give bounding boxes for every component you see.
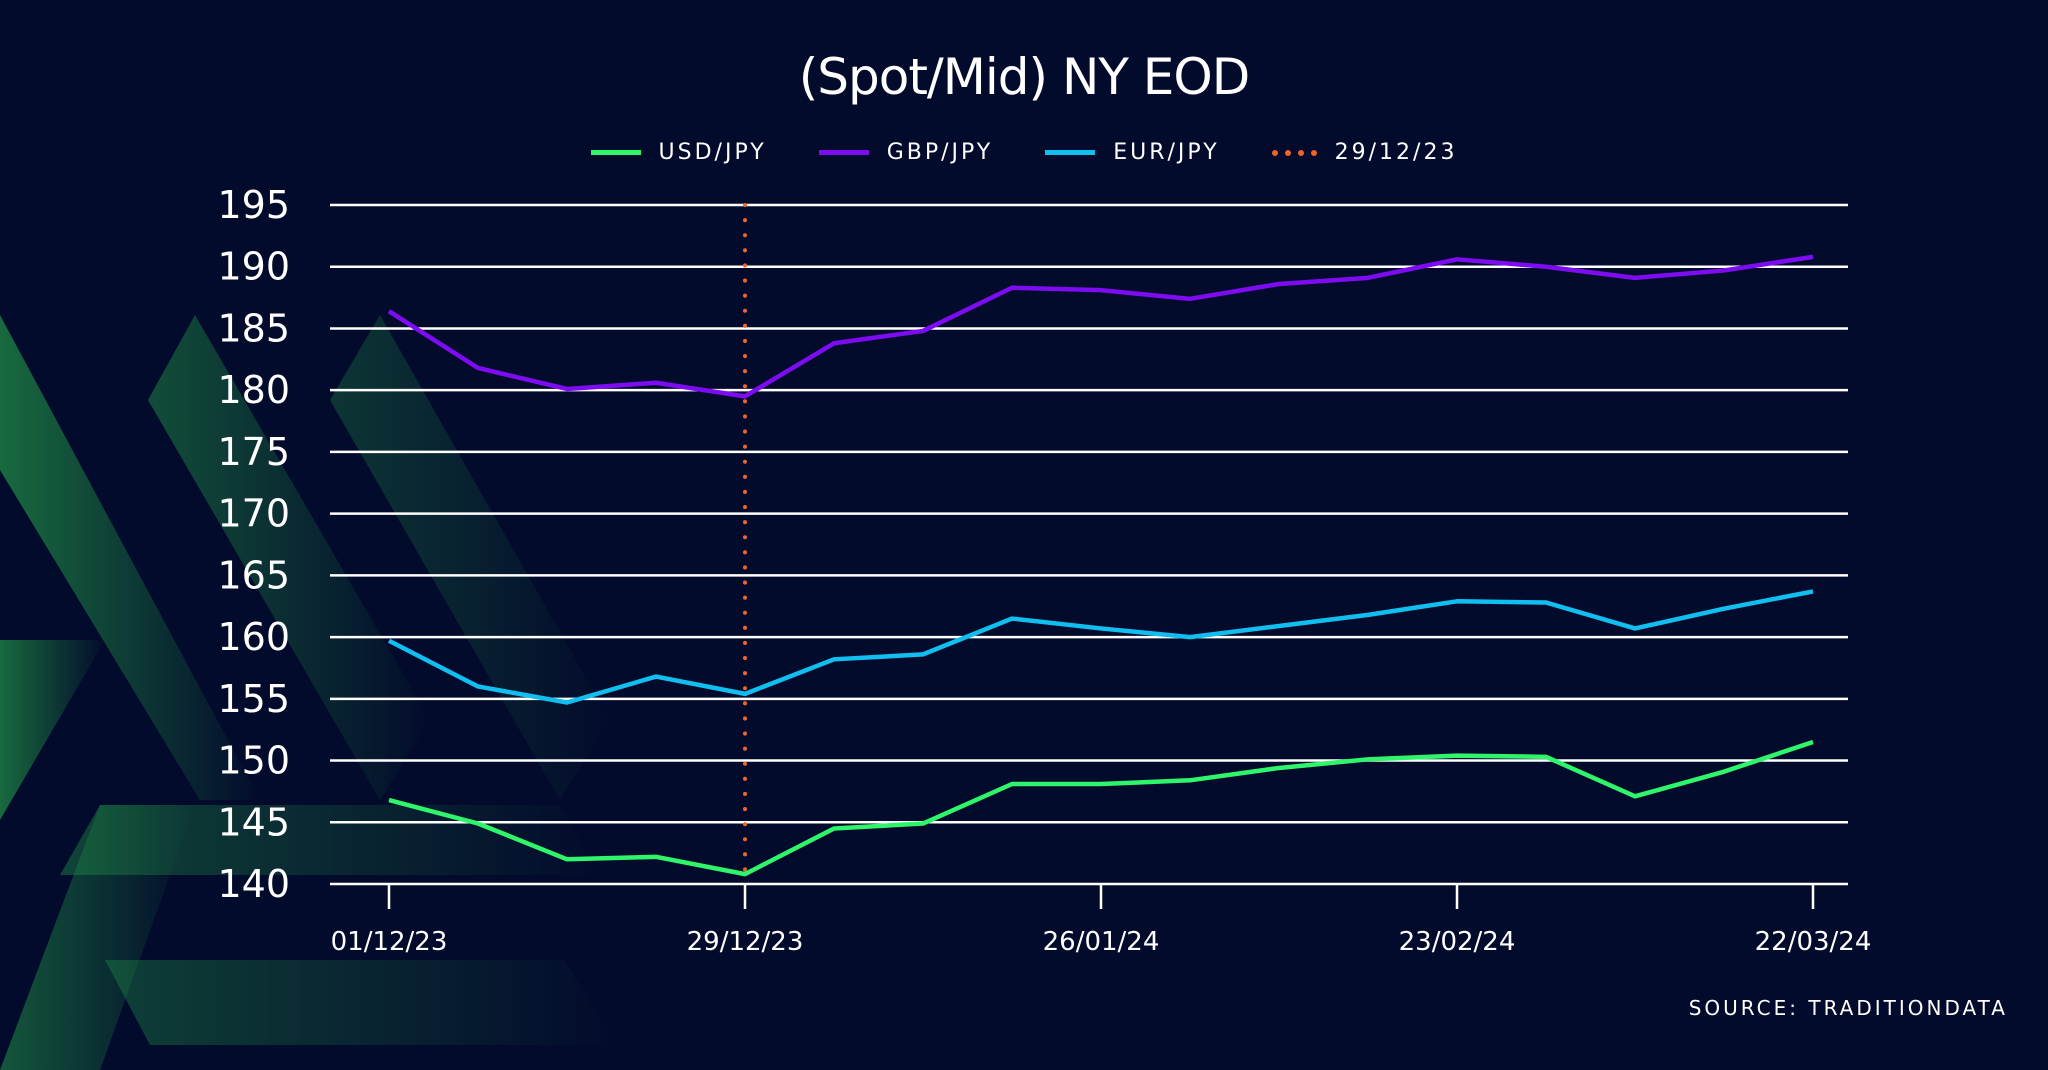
dotted-swatch	[1271, 149, 1317, 156]
y-tick-label: 145	[217, 800, 290, 844]
x-tick-label: 29/12/23	[687, 927, 804, 957]
x-tick-label: 26/01/24	[1043, 927, 1160, 957]
y-tick-label: 150	[217, 739, 290, 783]
y-tick-label: 165	[217, 553, 290, 597]
y-tick-label: 190	[217, 245, 290, 289]
series-line-eur-jpy	[387, 589, 1814, 705]
x-tick-label: 23/02/24	[1399, 927, 1516, 957]
legend-label: EUR/JPY	[1113, 140, 1220, 165]
legend-label: USD/JPY	[658, 140, 767, 165]
y-tick-label: 180	[217, 368, 290, 412]
legend: USD/JPY GBP/JPY EUR/JPY 29/12/23	[0, 140, 2048, 165]
legend-item-gbp: GBP/JPY	[818, 140, 994, 165]
y-tick-label: 140	[217, 862, 290, 906]
legend-item-marker: 29/12/23	[1271, 140, 1458, 165]
y-tick-label: 155	[217, 677, 290, 721]
y-tick-label: 195	[217, 183, 290, 227]
y-tick-label: 175	[217, 430, 290, 474]
legend-swatch	[590, 150, 641, 155]
series-line-usd-jpy	[388, 739, 1814, 877]
chart-title: (Spot/Mid) NY EOD	[798, 48, 1250, 106]
y-tick-label: 170	[217, 492, 290, 536]
series-line-gbp-jpy	[387, 254, 1814, 399]
legend-swatch	[818, 150, 869, 155]
x-tick-label: 01/12/23	[331, 927, 448, 957]
source-note: SOURCE: TRADITIONDATA	[1688, 996, 2008, 1020]
legend-swatch	[1045, 150, 1096, 155]
x-tick-label: 22/03/24	[1755, 927, 1872, 957]
legend-label: 29/12/23	[1334, 140, 1458, 165]
legend-item-eur: EUR/JPY	[1045, 140, 1219, 165]
legend-item-usd: USD/JPY	[590, 140, 767, 165]
y-tick-label: 185	[217, 306, 290, 350]
y-tick-label: 160	[217, 615, 290, 659]
legend-label: GBP/JPY	[886, 140, 994, 165]
